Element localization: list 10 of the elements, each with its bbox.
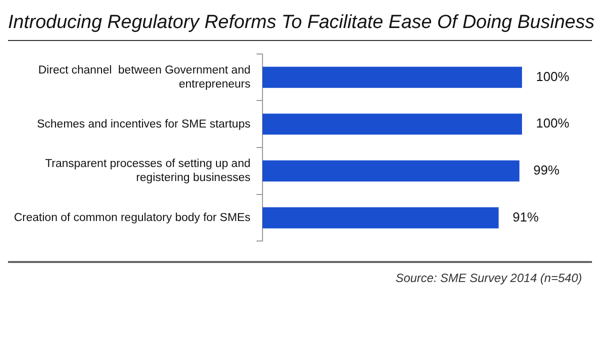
y-tick-label: Schemes and incentives for SME startups (36, 118, 251, 130)
source-note: Source: SME Survey 2014 (n=540) (394, 271, 583, 285)
y-tick-label: Direct channel between Government and entrepreneurs (38, 64, 251, 90)
data-label: 99% (533, 162, 560, 178)
y-tick-label: Transparent processes of setting up and registering businesses (45, 158, 251, 184)
chart-title: Introducing Regulatory Reforms To Facilitate Ease Of Doing Business (8, 8, 594, 41)
data-label: 100% (536, 116, 570, 131)
data-label: 91% (512, 209, 540, 224)
y-tick-label: Creation of common regulatory body for SMEs (14, 212, 251, 224)
data-label: 100% (536, 68, 570, 84)
